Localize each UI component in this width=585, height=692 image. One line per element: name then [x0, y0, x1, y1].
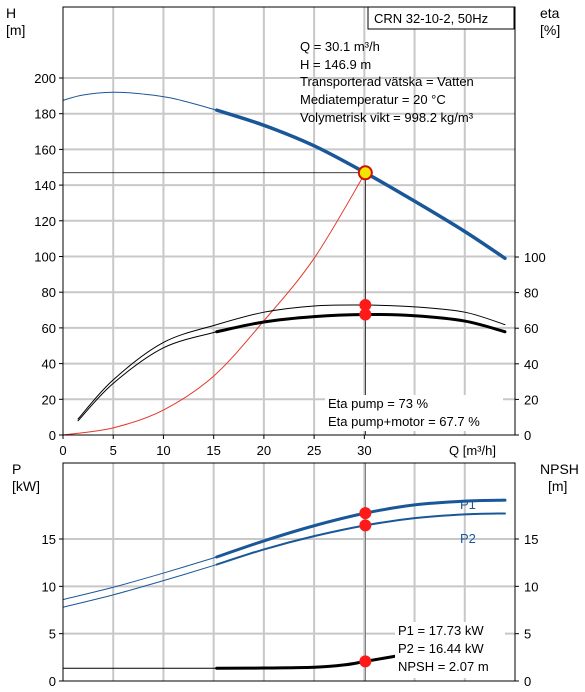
top-left-axis-label: H	[6, 5, 16, 21]
series-label-p1: P1	[460, 497, 476, 512]
top-series	[62, 91, 507, 436]
bottom-right-axis-unit: [m]	[548, 478, 567, 494]
top-points	[357, 165, 373, 321]
tick-label-right: 60	[524, 321, 538, 336]
info-line: Q = 30.1 m³/h	[300, 39, 380, 54]
tick-label-right: 5	[524, 627, 531, 642]
info-line: H = 146.9 m	[300, 57, 371, 72]
tick-label-right: 20	[524, 392, 538, 407]
bottom-info-line: P2 = 16.44 kW	[398, 641, 484, 656]
bottom-grid	[63, 463, 515, 681]
series-label-p2: P2	[460, 531, 476, 546]
duty-point	[357, 165, 373, 181]
series-line	[77, 331, 218, 422]
tick-label-left: 10	[42, 579, 56, 594]
power-point	[359, 655, 372, 668]
tick-label-x: 25	[307, 443, 321, 458]
tick-label-left: 160	[34, 142, 56, 157]
bottom-left-axis-unit: [kW]	[12, 478, 40, 494]
top-left-axis-unit: [m]	[6, 22, 25, 38]
eta-info: Eta pump = 73 % Eta pump+motor = 67.7 %	[325, 395, 503, 431]
tick-label-left: 140	[34, 178, 56, 193]
tick-label-left: 80	[42, 285, 56, 300]
eta-point	[359, 299, 372, 312]
bottom-info-bg	[395, 622, 505, 678]
tick-label-left: 60	[42, 321, 56, 336]
eta-info-line: Eta pump = 73 %	[328, 396, 429, 411]
bottom-info-line: P1 = 17.73 kW	[398, 623, 484, 638]
bottom-info: P1 = 17.73 kW P2 = 16.44 kW NPSH = 2.07 …	[395, 622, 505, 678]
series-line	[215, 650, 427, 670]
tick-label-x: 0	[59, 443, 66, 458]
bottom-info-line: NPSH = 2.07 m	[398, 659, 489, 674]
power-point	[359, 519, 372, 532]
x-label-bg	[440, 436, 510, 456]
info-line: Transporterad vätska = Vatten	[300, 74, 474, 89]
tick-label-left: 5	[49, 627, 56, 642]
tick-label-left: 20	[42, 392, 56, 407]
top-info: Q = 30.1 m³/h H = 146.9 m Transporterad …	[300, 39, 474, 125]
series-line	[62, 564, 218, 608]
tick-label-left: 200	[34, 71, 56, 86]
tick-label-left: 120	[34, 214, 56, 229]
tick-label-left: 0	[49, 674, 56, 689]
tick-label-x: 20	[257, 443, 271, 458]
series-line	[77, 304, 506, 420]
tick-label-right: 0	[524, 428, 531, 443]
series-line	[62, 556, 218, 601]
tick-label-left: 40	[42, 357, 56, 372]
tick-label-left: 0	[49, 428, 56, 443]
title-box-text: CRN 32-10-2, 50Hz	[374, 11, 488, 26]
bottom-left-axis-label: P	[12, 461, 21, 477]
tick-label-right: 15	[524, 532, 538, 547]
top-ticks: 0 20 40 60 80 100 120 140 160 180 200 0 20 40 60 80 100 0…	[34, 71, 545, 458]
bottom-ticks: 0 5 10 15 0 5 10 15	[42, 532, 539, 689]
top-right-axis-label: eta	[540, 5, 560, 21]
tick-label-x: 30	[357, 443, 371, 458]
bottom-points	[359, 507, 372, 668]
info-line: Mediatemperatur = 20 °C	[300, 92, 446, 107]
tick-label-left: 180	[34, 107, 56, 122]
bottom-plot-frame	[62, 462, 516, 682]
tick-label-right: 100	[524, 250, 546, 265]
eta-point	[359, 308, 372, 321]
tick-label-x: 15	[206, 443, 220, 458]
tick-label-right: 40	[524, 357, 538, 372]
top-plot-frame	[62, 6, 516, 436]
power-point	[359, 507, 372, 520]
top-right-axis-unit: [%]	[540, 22, 560, 38]
bottom-right-axis-label: NPSH	[540, 461, 579, 477]
top-grid	[63, 7, 515, 435]
tick-label-left: 100	[34, 250, 56, 265]
tick-label-right: 10	[524, 579, 538, 594]
tick-label-right: 80	[524, 286, 538, 301]
eta-info-bg	[325, 395, 503, 431]
eta-info-line: Eta pump+motor = 67.7 %	[328, 414, 480, 429]
tick-label-x: 5	[110, 443, 117, 458]
info-line: Volymetrisk vikt = 998.2 kg/m³	[300, 110, 474, 125]
tick-label-x: 10	[156, 443, 170, 458]
series-line	[62, 172, 366, 436]
tick-label-right: 0	[524, 674, 531, 689]
series-line	[62, 91, 218, 111]
x-axis-label: Q [m³/h]	[449, 443, 496, 458]
tick-label-left: 15	[42, 532, 56, 547]
